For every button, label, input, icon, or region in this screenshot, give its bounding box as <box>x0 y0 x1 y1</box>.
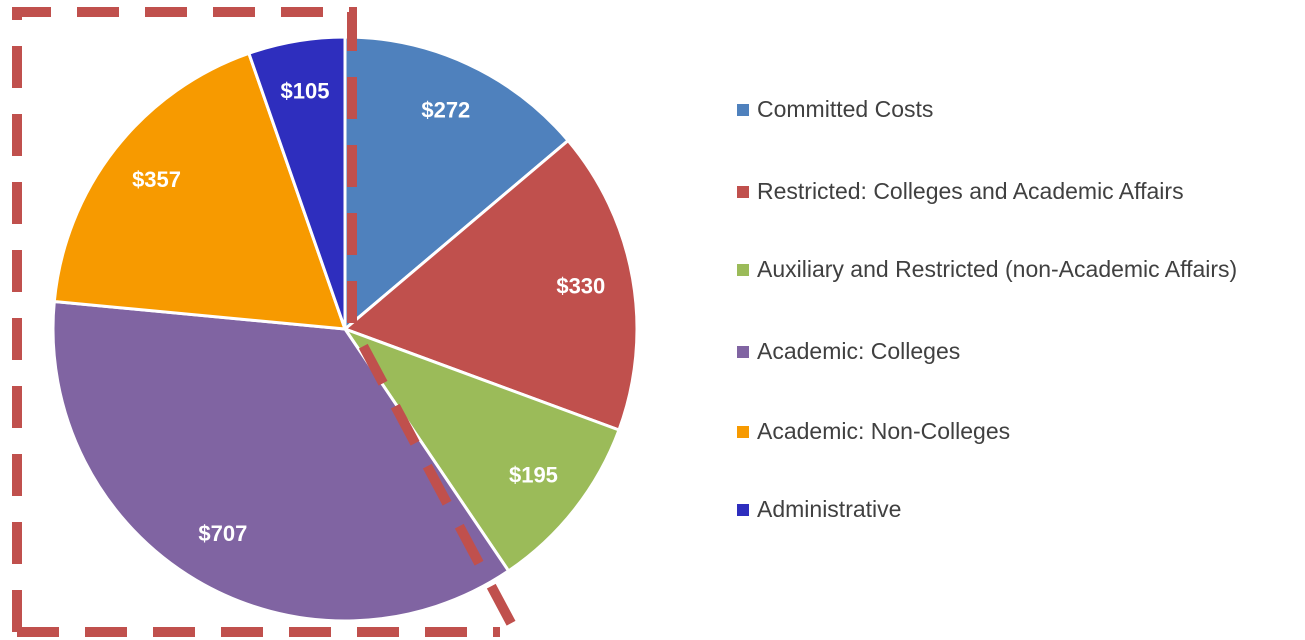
slice-label: $105 <box>281 79 330 104</box>
pie-slice <box>341 325 621 573</box>
legend-item: Academic: Non-Colleges <box>737 414 1282 449</box>
legend-item: Administrative <box>737 492 1282 527</box>
legend-label: Academic: Non-Colleges <box>757 418 1011 444</box>
legend-label: Auxiliary and Restricted (non-Academic A… <box>757 256 1238 282</box>
legend-swatch <box>737 264 749 276</box>
legend-swatch <box>737 426 749 438</box>
legend-item: Auxiliary and Restricted (non-Academic A… <box>737 252 1282 287</box>
legend-label: Academic: Colleges <box>757 338 961 364</box>
slice-label: $357 <box>132 167 181 192</box>
legend-item: Academic: Colleges <box>737 334 1282 369</box>
pie-slice <box>246 35 347 330</box>
legend-label: Committed Costs <box>757 96 934 122</box>
legend-swatch <box>737 186 749 198</box>
slice-label: $707 <box>198 521 247 546</box>
legend-item: Committed Costs <box>737 92 1282 127</box>
slice-label: $330 <box>556 273 605 298</box>
pie-slice <box>342 138 639 432</box>
slice-label: $272 <box>421 98 470 123</box>
legend-swatch <box>737 504 749 516</box>
pie-slice <box>51 299 511 623</box>
pie-slice <box>343 35 571 333</box>
legend-label: Administrative <box>757 496 902 522</box>
legend-swatch <box>737 104 749 116</box>
legend-item: Restricted: Colleges and Academic Affair… <box>737 174 1282 209</box>
highlight-box <box>12 7 525 640</box>
legend-label: Restricted: Colleges and Academic Affair… <box>757 178 1184 204</box>
legend-swatch <box>737 346 749 358</box>
slice-label: $195 <box>509 463 558 488</box>
